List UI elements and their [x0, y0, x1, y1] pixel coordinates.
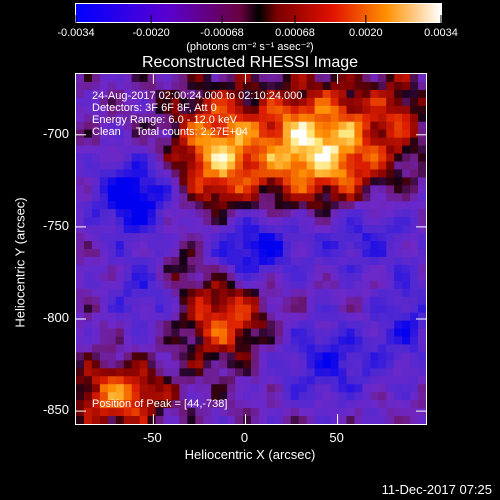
y-tick-label: -750: [42, 217, 69, 233]
colorbar-ticks: [75, 15, 442, 23]
image-plot: [75, 73, 427, 425]
info-peak-position: Position of Peak = [44,-738]: [92, 398, 228, 410]
colorbar-tick-label: 0.0034: [424, 27, 458, 39]
y-tick-label: -850: [42, 402, 69, 418]
timestamp-footer: 11-Dec-2017 07:25: [381, 482, 492, 497]
x-axis-label: Heliocentric X (arcsec): [184, 447, 316, 462]
x-tick-label: -50: [142, 430, 162, 445]
image-heatmap: [76, 74, 426, 424]
colorbar-tick-label: 0.0020: [349, 27, 383, 39]
y-tick-label: -800: [42, 310, 69, 325]
colorbar-units: (photons cm⁻² s⁻¹ asec⁻²): [186, 41, 314, 53]
x-tick-label: 0: [240, 430, 249, 445]
info-time-range: 24-Aug-2017 02:00:24.000 to 02:10:24.000: [92, 90, 303, 102]
colorbar-tick-label: -0.0034: [57, 27, 95, 39]
plot-title: Reconstructed RHESSI Image: [141, 54, 359, 71]
info-detectors: Detectors: 3F 6F 8F, Att 0: [92, 102, 217, 114]
colorbar-tick-label: 0.00068: [275, 27, 315, 39]
colorbar-tick-label: -0.0020: [132, 27, 170, 39]
y-axis-label: Heliocentric Y (arcsec): [12, 197, 28, 328]
x-tick-label: 50: [329, 430, 344, 445]
colorbar-tick-label: -0.00068: [200, 27, 244, 39]
colorbar: [75, 3, 442, 23]
y-tick-label: -700: [42, 125, 69, 141]
info-energy-range: Energy Range: 6.0 - 12.0 keV: [92, 114, 237, 126]
info-total-counts: Clean Total counts: 2.27E+04: [92, 126, 249, 138]
